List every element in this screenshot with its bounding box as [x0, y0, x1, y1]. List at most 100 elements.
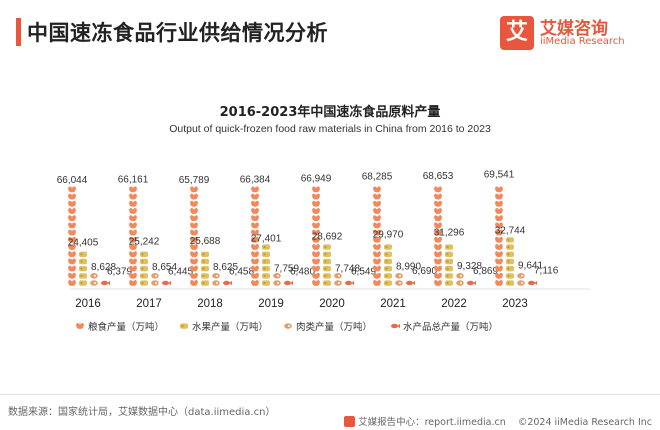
bar-2020-series-3 [345, 280, 354, 286]
data-label-2017-series-2: 8,654 [152, 262, 177, 273]
data-label-2019-series-0: 66,384 [240, 174, 271, 185]
data-label-2021-series-1: 29,970 [373, 229, 404, 240]
data-label-2021-series-3: 6,690 [412, 266, 437, 277]
legend-label-0: 粮食产量（万吨） [88, 321, 164, 333]
bar-2017-series-2 [151, 273, 159, 286]
bar-2021-series-1 [384, 244, 392, 286]
bar-2023-series-3 [528, 280, 537, 286]
legend-label-1: 水果产量（万吨） [192, 321, 268, 333]
bar-2022-series-1 [445, 244, 453, 286]
bar-2016-series-2 [90, 273, 98, 286]
x-tick-label-2023: 2023 [502, 298, 528, 310]
data-label-2020-series-0: 66,949 [301, 174, 332, 185]
bar-2019-series-3 [284, 280, 293, 286]
legend-fish-icon [391, 323, 400, 329]
copyright: ©2024 iiMedia Research Inc [517, 417, 652, 428]
bar-2021-series-0 [373, 186, 381, 286]
data-label-2019-series-2: 7,759 [274, 263, 299, 274]
bar-2021-series-3 [406, 280, 415, 286]
bar-2018-series-1 [201, 251, 209, 286]
bar-2016-series-1 [79, 251, 87, 286]
data-label-2016-series-1: 24,405 [68, 238, 99, 249]
data-label-2023-series-2: 9,641 [518, 261, 543, 272]
data-label-2021-series-0: 68,285 [362, 172, 393, 183]
data-label-2017-series-1: 25,242 [129, 236, 160, 247]
bar-2020-series-2 [334, 273, 342, 286]
bar-2016-series-3 [101, 280, 110, 286]
bar-2022-series-0 [434, 186, 442, 286]
data-label-2020-series-2: 7,748 [335, 263, 360, 274]
bar-2022-series-2 [456, 273, 464, 286]
page-title: 中国速冻食品行业供给情况分析 [27, 21, 328, 45]
bar-2017-series-0 [129, 186, 137, 286]
legend-item-3: 水产品总产量（万吨） [391, 321, 498, 333]
x-tick-label-2020: 2020 [319, 298, 345, 310]
data-label-2022-series-0: 68,653 [423, 171, 454, 182]
footer-divider [0, 394, 660, 395]
data-label-2023-series-0: 69,541 [484, 170, 515, 181]
header: 中国速冻食品行业供给情况分析 艾 艾媒咨询 iiMedia Research [0, 0, 660, 62]
x-tick-label-2019: 2019 [258, 298, 284, 310]
bar-2022-series-3 [467, 280, 476, 286]
data-label-2020-series-3: 6,549 [351, 266, 376, 277]
footer: 数据来源：国家统计局，艾媒数据中心（data.iimedia.cn） 艾媒报告中… [0, 394, 660, 430]
legend-item-2: 肉类产量（万吨） [284, 321, 372, 333]
bar-2018-series-2 [212, 273, 220, 286]
legend-wheat-icon [76, 323, 84, 329]
bar-2017-series-1 [140, 251, 148, 286]
x-tick-label-2022: 2022 [441, 298, 467, 310]
data-label-2021-series-2: 8,990 [396, 262, 421, 273]
data-label-2019-series-1: 27,401 [251, 233, 282, 244]
report-link[interactable]: 艾媒报告中心：report.iimedia.cn [358, 417, 506, 428]
data-label-2023-series-1: 32,744 [495, 225, 526, 236]
bar-2020-series-1 [323, 244, 331, 286]
legend-item-1: 水果产量（万吨） [180, 321, 268, 333]
data-label-2022-series-3: 6,869 [473, 266, 498, 277]
data-label-2016-series-0: 66,044 [57, 175, 88, 186]
legend-fruit-icon [180, 323, 188, 329]
data-label-2020-series-1: 28,692 [312, 231, 343, 242]
data-label-2023-series-3: 7,116 [534, 265, 559, 276]
data-label-2018-series-0: 65,789 [179, 175, 210, 186]
data-label-2017-series-0: 66,161 [118, 175, 149, 186]
chart-title: 2016-2023年中国速冻食品原料产量 [219, 105, 441, 120]
data-label-2018-series-1: 25,688 [190, 236, 221, 247]
data-source: 数据来源：国家统计局，艾媒数据中心（data.iimedia.cn） [8, 407, 276, 418]
x-tick-label-2016: 2016 [75, 298, 101, 310]
data-label-2018-series-3: 6,458 [229, 266, 254, 277]
data-label-2018-series-2: 8,625 [213, 262, 238, 273]
bar-2023-series-1 [506, 237, 514, 286]
bar-2019-series-2 [273, 273, 281, 286]
bar-2017-series-3 [162, 280, 171, 286]
title-accent-bar [16, 18, 21, 46]
data-label-2017-series-3: 6,445 [168, 266, 193, 277]
data-label-2019-series-3: 6,480 [290, 266, 315, 277]
bar-2021-series-2 [395, 273, 403, 286]
data-label-2016-series-3: 6,379 [107, 267, 132, 278]
bar-2016-series-0 [68, 186, 76, 286]
x-tick-label-2017: 2017 [136, 298, 162, 310]
bar-2020-series-0 [312, 186, 320, 286]
bar-2019-series-1 [262, 244, 270, 286]
logo-badge-icon: 艾 [500, 16, 534, 50]
bar-2019-series-0 [251, 186, 259, 286]
legend-meat-icon [284, 323, 292, 329]
x-tick-label-2021: 2021 [380, 298, 406, 310]
legend-item-0: 粮食产量（万吨） [76, 321, 164, 333]
legend-label-3: 水产品总产量（万吨） [403, 321, 498, 333]
chart-subtitle: Output of quick-frozen food raw material… [169, 123, 491, 135]
brand-logo: 艾 艾媒咨询 iiMedia Research [500, 14, 650, 54]
bar-2018-series-3 [223, 280, 232, 286]
logo-name-en: iiMedia Research [540, 36, 625, 47]
logo-name-cn: 艾媒咨询 [540, 19, 608, 39]
data-label-2022-series-1: 31,296 [434, 227, 465, 238]
bar-2023-series-0 [495, 186, 503, 286]
legend-label-2: 肉类产量（万吨） [296, 321, 372, 333]
footer-logo-icon [344, 416, 356, 427]
bar-2023-series-2 [517, 273, 525, 286]
data-label-2022-series-2: 9,328 [457, 261, 482, 272]
bar-2018-series-0 [190, 186, 198, 286]
footer-credits: 艾媒报告中心：report.iimedia.cn ©2024 iiMedia R… [344, 414, 652, 428]
x-tick-label-2018: 2018 [197, 298, 223, 310]
